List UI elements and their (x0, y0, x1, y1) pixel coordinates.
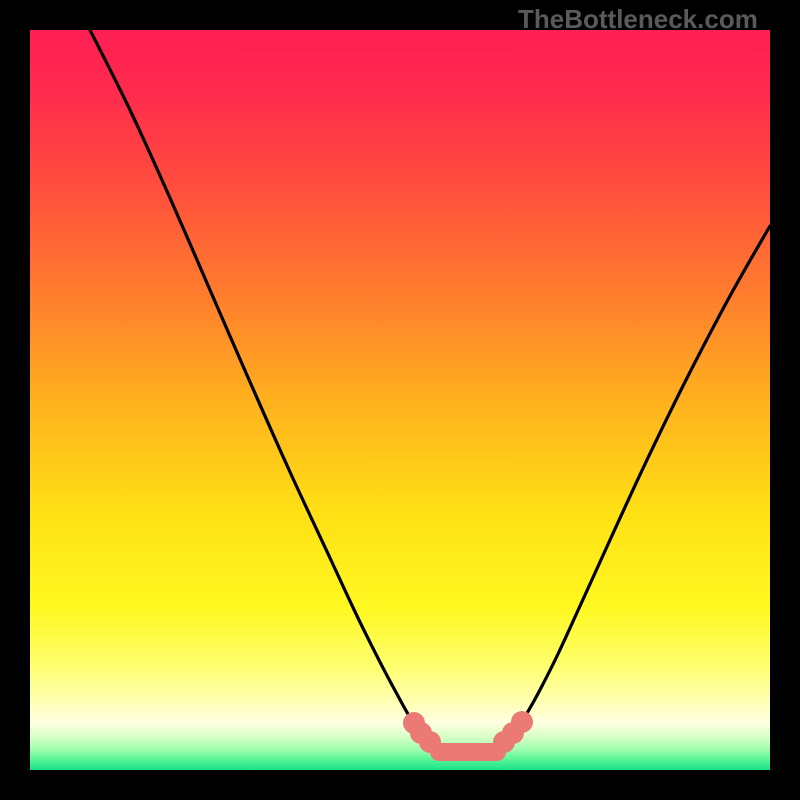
watermark-text: TheBottleneck.com (518, 4, 758, 35)
chart-stage: TheBottleneck.com (0, 0, 800, 800)
chart-gradient-background (30, 30, 770, 770)
